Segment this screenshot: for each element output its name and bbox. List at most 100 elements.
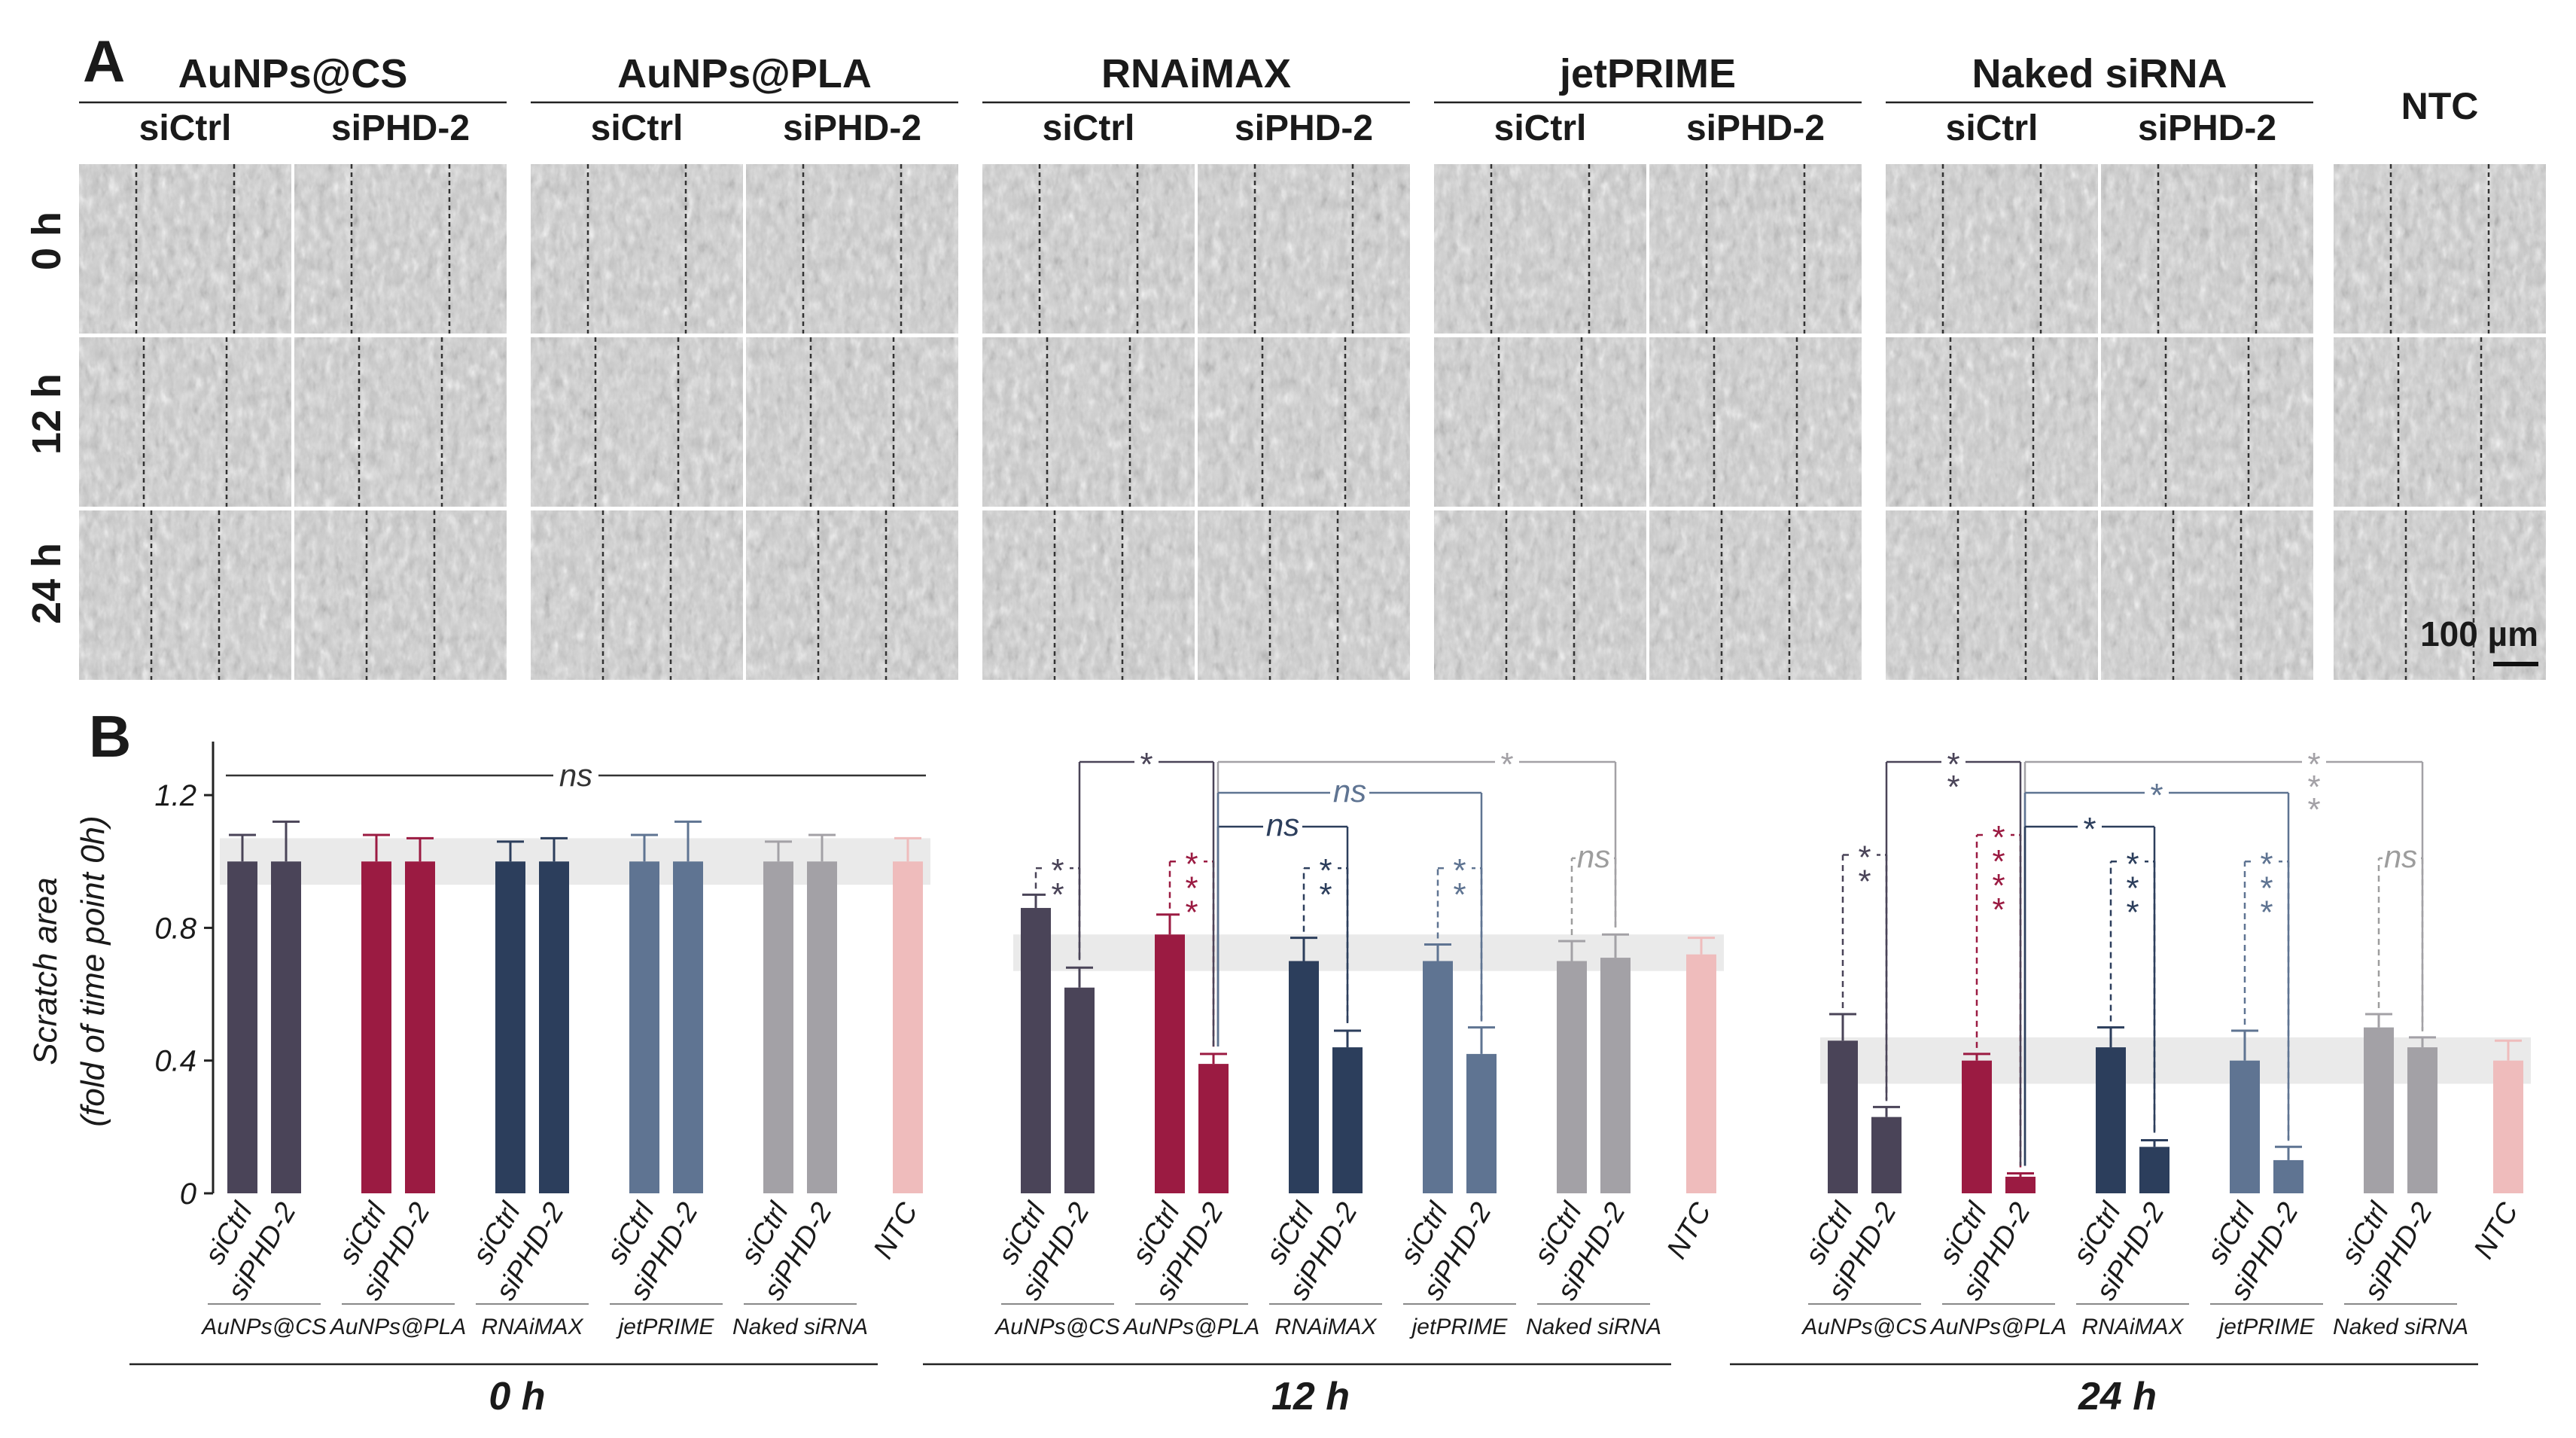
bar — [1289, 961, 1319, 1193]
condition-header: siPHD-2 — [331, 108, 470, 148]
reagent-header: RNAiMAX — [1101, 51, 1291, 96]
micrograph-texture — [982, 510, 1195, 680]
ns-label-bg — [1330, 775, 1369, 808]
reagent-header: AuNPs@PLA — [617, 51, 872, 96]
star-label-bg — [2078, 812, 2102, 837]
micrograph-texture — [2334, 510, 2546, 680]
micrograph-texture — [982, 164, 1195, 334]
star-label-bg — [1987, 818, 2011, 918]
condition-header: siPHD-2 — [2138, 108, 2276, 148]
group-label: AuNPs@CS — [1801, 1315, 1927, 1339]
micrograph-texture — [294, 164, 507, 334]
micrograph-texture — [1886, 337, 2098, 507]
bar — [2230, 1060, 2260, 1193]
micrograph-texture — [1434, 510, 1646, 680]
timepoint-label: 0 h — [489, 1375, 545, 1418]
micrograph-texture — [746, 164, 958, 334]
pair-significance-star: * — [1319, 852, 1332, 889]
group-label: jetPRIME — [1409, 1315, 1509, 1339]
ns-label-0h: ns — [559, 757, 592, 793]
bar — [629, 861, 659, 1193]
bar — [1332, 1047, 1363, 1193]
micrograph-texture — [79, 510, 291, 680]
star-label-bg — [1941, 747, 1965, 795]
star-label-bg — [1134, 747, 1159, 772]
ntc-category-label: NTC — [867, 1197, 924, 1264]
pair-significance-star: * — [1453, 852, 1466, 889]
pair-significance-star: * — [2260, 894, 2273, 931]
star-label-bg — [1180, 845, 1204, 921]
comparison-significance-star: * — [1500, 746, 1513, 783]
micrograph-texture — [531, 510, 743, 680]
condition-header: siPHD-2 — [1235, 108, 1373, 148]
pair-significance-star: * — [1992, 891, 2005, 928]
panel-a-letter: A — [83, 28, 125, 94]
star-label-bg — [2255, 845, 2279, 921]
micrograph-texture — [294, 337, 507, 507]
star-label-bg — [1314, 852, 1338, 903]
bar — [1423, 961, 1453, 1193]
comparison-significance-star: * — [1947, 769, 1959, 806]
group-label: RNAiMAX — [1274, 1315, 1377, 1339]
ntc-bar — [2493, 1060, 2523, 1193]
bar — [2407, 1047, 2437, 1193]
y-tick-label: 0 — [180, 1178, 196, 1211]
micrograph-texture — [2101, 164, 2313, 334]
pair-significance-star: * — [2260, 870, 2273, 906]
micrograph-texture — [1886, 510, 2098, 680]
micrograph-texture — [2334, 337, 2546, 507]
micrograph-texture — [531, 337, 743, 507]
bar — [1155, 934, 1185, 1193]
bar — [2273, 1159, 2303, 1193]
ns-label-bg — [2383, 839, 2419, 873]
micrograph-texture — [2101, 337, 2313, 507]
panel-b-letter: B — [89, 703, 131, 769]
bar — [271, 861, 301, 1193]
bar — [673, 861, 703, 1193]
pair-significance-star: * — [1185, 870, 1198, 906]
condition-header: siCtrl — [1946, 108, 2039, 148]
star-label-bg — [1046, 852, 1070, 903]
bar — [763, 861, 793, 1193]
comparison-ns-label: ns — [1266, 807, 1299, 842]
micrograph-texture — [2334, 164, 2546, 334]
pair-significance-star: * — [2126, 845, 2139, 882]
reagent-header: Naked siRNA — [1972, 51, 2227, 96]
bar — [2096, 1047, 2126, 1193]
pair-significance-star: * — [1185, 845, 1198, 882]
pair-significance-star: * — [1992, 819, 2005, 856]
condition-header: siPHD-2 — [783, 108, 921, 148]
bar — [1198, 1064, 1229, 1193]
y-tick-label: 0.8 — [154, 912, 196, 945]
bar — [1828, 1040, 1858, 1193]
group-label: AuNPs@CS — [994, 1315, 1120, 1339]
pair-significance-star: * — [1051, 852, 1064, 889]
bar — [1871, 1117, 1902, 1193]
ntc-category-label: NTC — [2468, 1197, 2525, 1264]
star-label-bg — [2145, 778, 2169, 803]
bar — [1962, 1060, 1992, 1193]
timepoint-label: 24 h — [2078, 1375, 2157, 1418]
group-label: AuNPs@PLA — [329, 1315, 467, 1339]
star-label-bg — [1853, 838, 1877, 890]
micrograph-texture — [1434, 337, 1646, 507]
group-label: jetPRIME — [616, 1315, 715, 1339]
bar — [361, 861, 391, 1193]
comparison-significance-star: * — [2307, 746, 2320, 783]
pair-significance-star: * — [1453, 876, 1466, 913]
pair-ns-label: ns — [2384, 839, 2417, 874]
bar — [495, 861, 525, 1193]
y-tick-label: 1.2 — [154, 779, 196, 812]
group-label: Naked siRNA — [732, 1315, 868, 1339]
group-label: jetPRIME — [2216, 1315, 2316, 1339]
bar — [2364, 1027, 2394, 1193]
condition-header: siCtrl — [1494, 108, 1587, 148]
micrograph-texture — [1649, 164, 1862, 334]
comparison-significance-star: * — [2150, 777, 2163, 814]
y-tick-label: 0.4 — [154, 1045, 196, 1078]
group-label: AuNPs@PLA — [1929, 1315, 2067, 1339]
ntc-bar — [893, 861, 923, 1193]
micrograph-texture — [531, 164, 743, 334]
reagent-header: jetPRIME — [1559, 51, 1736, 96]
scale-bar-label: 100 µm — [2420, 614, 2538, 653]
